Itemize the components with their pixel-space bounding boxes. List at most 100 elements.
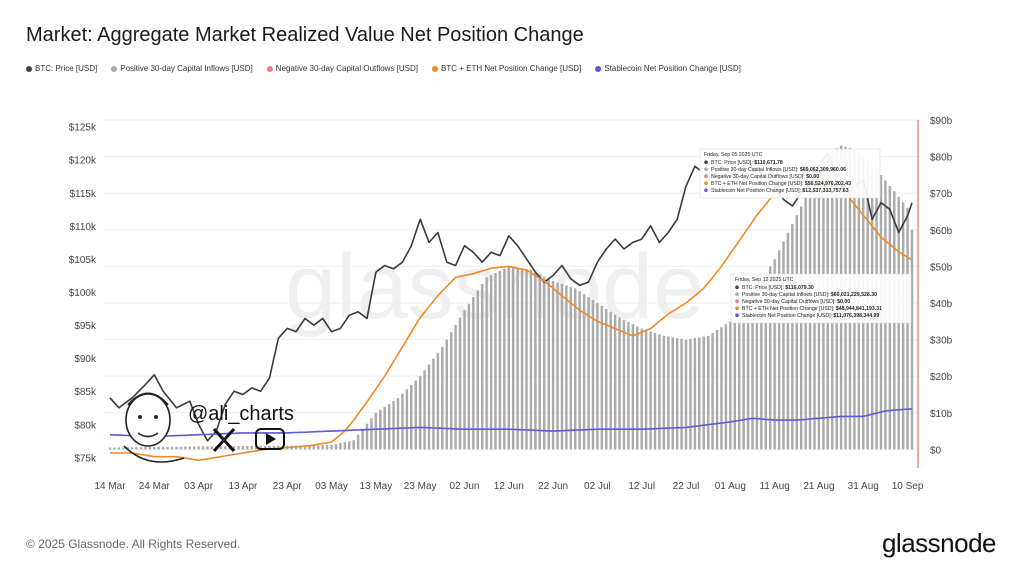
tooltip-value: $69,062,309,960.06 [800,167,846,173]
tooltip-row: BTC: Price [USD]: $110,671.78 [711,160,783,166]
legend-dot [266,65,273,72]
inflow-bar [742,305,745,450]
inflow-bar [241,446,245,450]
inflow-bar [596,302,599,450]
inflow-bar [693,338,697,450]
youtube-icon [255,428,285,450]
tooltip-dot [704,160,708,164]
tooltip-row: BTC + ETH Net Position Change [USD]: $48… [742,306,882,312]
inflow-bar [658,334,661,450]
x-tick-label: 23 Apr [273,481,303,492]
inflow-bar [768,266,772,450]
inflow-bar [667,336,670,450]
inflow-bar [503,268,506,450]
legend-item-btc-eth[interactable]: BTC + ETH Net Position Change [USD] [432,64,581,73]
inflow-bar [582,294,586,450]
inflow-bar [613,314,617,450]
inflow-bar [188,446,191,450]
inflow-bar [791,223,794,450]
x-tick-label: 22 Jun [538,481,568,492]
inflow-bar [600,305,604,450]
inflow-bar [405,389,409,450]
legend: BTC: Price [USD] Positive 30-day Capital… [26,64,741,73]
inflow-bar [520,268,524,450]
x-tick-label: 31 Aug [848,481,879,492]
y-right-tick-label: $50b [930,262,953,273]
inflow-bar [494,272,497,450]
y-left-tick-label: $115k [69,189,97,200]
inflow-bar [906,207,909,450]
inflow-bar [556,282,559,450]
inflow-bar [401,393,404,450]
x-tick-label: 02 Jul [584,481,611,492]
inflow-bar [423,370,426,450]
tooltip-value: $116,079.30 [785,285,814,291]
inflow-bar [706,335,710,450]
inflow-bar [161,446,165,450]
inflow-bar [751,295,754,450]
inflow-bar [755,288,759,450]
inflow-bar [587,297,590,450]
inflow-bar [591,300,595,450]
x-tick-label: 11 Aug [759,481,789,492]
inflow-bar [760,281,763,450]
inflow-bar [356,434,360,450]
inflow-bar [325,445,329,450]
tooltip-dot [704,188,708,192]
x-tick-label: 03 Apr [184,481,214,492]
x-tick-label: 24 Mar [139,481,171,492]
inflow-bar [574,288,577,450]
inflow-bar [396,398,400,450]
tooltip-row: Stablecoin Net Position Change [USD]: $1… [711,188,849,194]
tooltip-row: Negative 30-day Capital Outflows [USD]: … [742,299,850,305]
tooltip-row: Positive 30-day Capital Inflows [USD]: $… [742,292,877,298]
inflow-bar [365,423,369,450]
x-tick-label: 22 Jul [673,481,700,492]
inflow-bar [715,330,719,450]
inflow-bar [578,291,581,450]
inflow-bar [795,215,799,450]
y-left-tick-label: $110k [69,222,97,233]
legend-item-inflows[interactable]: Positive 30-day Capital Inflows [USD] [111,64,253,73]
inflow-bar [569,286,573,450]
inflow-bar [237,446,240,450]
inflow-bar [458,317,462,450]
inflow-bar [268,445,271,450]
inflow-bar [467,303,471,450]
legend-item-btc-price[interactable]: BTC: Price [USD] [26,64,97,73]
tooltip-box [699,148,881,199]
tooltip-row: Negative 30-day Capital Outflows [USD]: … [711,174,819,180]
inflow-bar [516,267,519,450]
inflow-bar [525,269,528,450]
y-right-tick-label: $0 [930,445,942,456]
inflow-bar [689,338,692,450]
inflow-bar [529,270,533,450]
legend-item-stablecoin[interactable]: Stablecoin Net Position Change [USD] [595,64,741,73]
axes: $90b $80b $70b $60b $50b $40b $30b $20b $10b $0 $1… [69,116,953,492]
inflow-bar [441,346,444,450]
inflow-bar [680,338,683,450]
inflow-bar [538,274,542,450]
inflow-bar [609,311,612,450]
inflow-bar [113,447,116,450]
inflow-bar [636,326,639,450]
inflow-bar [684,339,688,450]
inflow-bar [644,330,648,450]
stablecoin-net-position-line [109,408,912,438]
inflow-bar [711,332,714,450]
inflow-bar [605,308,608,450]
inflow-bar [454,324,457,450]
inflow-bar [662,335,666,450]
y-left-tick-label: $100k [69,288,97,299]
y-right-tick-label: $10b [930,409,953,420]
inflow-bar [480,283,484,450]
tooltip-row: Stablecoin Net Position Change [USD]: $1… [742,313,879,319]
inflow-bar [449,332,453,450]
inflow-bar [432,358,435,450]
inflow-bar [547,278,550,450]
tooltip-dot [735,313,739,318]
inflow-bar [374,412,378,450]
inflow-bar [108,447,112,450]
legend-item-outflows[interactable]: Negative 30-day Capital Outflows [USD] [266,64,418,73]
inflow-bar [737,311,741,450]
